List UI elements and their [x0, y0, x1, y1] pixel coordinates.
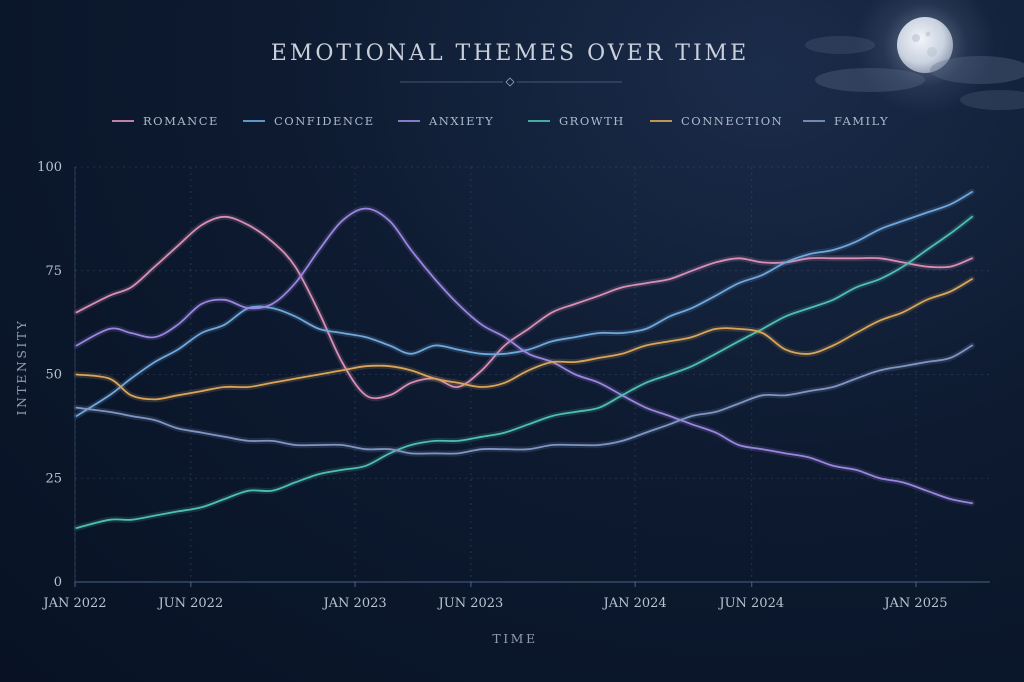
y-tick-label: 75 [45, 264, 62, 279]
x-tick-label: JAN 2023 [321, 596, 386, 611]
legend-item-family: FAMILY [803, 114, 889, 128]
series-glow-confidence [73, 188, 975, 419]
x-axis-label: TIME [492, 631, 537, 646]
y-tick-labels: 0 25 50 75 100 [37, 160, 62, 590]
legend-label-anxiety: ANXIETY [428, 114, 494, 128]
x-tick-label: JUN 2024 [717, 596, 784, 611]
x-tick-label: JUN 2023 [437, 596, 504, 611]
series-line-romance [75, 215, 973, 400]
legend: ROMANCE CONFIDENCE ANXIETY GROWTH CONNECTION… [112, 114, 889, 128]
y-tick-label: 50 [45, 368, 62, 383]
y-axis-label: INTENSITY [14, 319, 29, 416]
legend-label-connection: CONNECTION [681, 114, 783, 128]
x-tick-label: JAN 2024 [602, 596, 667, 611]
x-tick-label: JAN 2025 [882, 596, 947, 611]
legend-item-romance: ROMANCE [112, 114, 219, 128]
x-tick-label: JUN 2022 [156, 596, 223, 611]
series-line-anxiety [75, 207, 973, 504]
grid [74, 166, 990, 587]
legend-label-family: FAMILY [834, 114, 889, 128]
legend-label-confidence: CONFIDENCE [274, 114, 375, 128]
legend-item-anxiety: ANXIETY [398, 114, 494, 128]
y-tick-label: 0 [54, 575, 62, 590]
chart-title: EMOTIONAL THEMES OVER TIME [271, 41, 749, 66]
legend-item-confidence: CONFIDENCE [243, 114, 375, 128]
x-tick-label: JAN 2022 [41, 596, 106, 611]
x-tick-labels: JAN 2022 JUN 2022 JAN 2023 JUN 2023 JAN 2024… [41, 596, 947, 611]
title-ornament [400, 77, 622, 87]
y-tick-label: 25 [45, 471, 62, 486]
legend-label-growth: GROWTH [559, 114, 625, 128]
series-line-growth [75, 215, 973, 529]
y-tick-label: 100 [37, 160, 62, 175]
legend-item-connection: CONNECTION [650, 114, 783, 128]
series-glow-anxiety [73, 205, 975, 507]
series-line-family [75, 344, 973, 455]
cloud-icon [805, 36, 1024, 110]
series-line-confidence [75, 191, 973, 417]
legend-item-growth: GROWTH [528, 114, 625, 128]
series-line-connection [75, 278, 973, 401]
series-group [73, 188, 975, 531]
legend-label-romance: ROMANCE [143, 114, 219, 128]
series-glow-family [73, 342, 975, 457]
moon-icon [855, 0, 995, 115]
